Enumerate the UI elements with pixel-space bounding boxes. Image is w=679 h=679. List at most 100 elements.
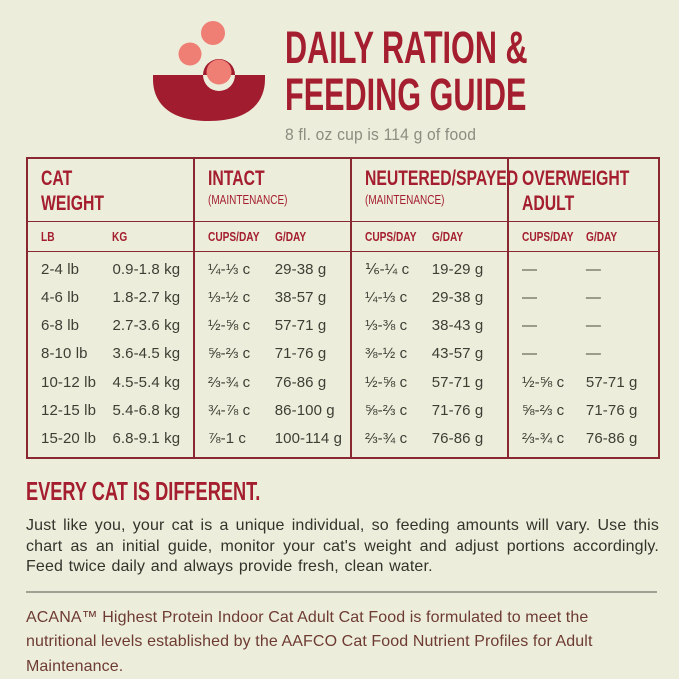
cell: 3.6-4.5 kg <box>112 345 181 363</box>
table-row: 8-10 lb 3.6-4.5 kg <box>28 340 193 368</box>
column-cat-weight: CAT WEIGHT LB KG 2-4 lb 0.9-1.8 kg 4-6 lb… <box>28 159 195 457</box>
cell: 71-76 g <box>431 402 484 420</box>
cell: 76-86 g <box>585 430 638 448</box>
column-header-intact: INTACT (MAINTENANCE) <box>195 159 350 222</box>
column-header-subline: (MAINTENANCE) <box>208 192 288 207</box>
cell: ⅙-¼ c <box>365 261 410 279</box>
feeding-table: CAT WEIGHT LB KG 2-4 lb 0.9-1.8 kg 4-6 lb… <box>26 157 660 459</box>
cell: 57-71 g <box>431 373 484 391</box>
column-neutered-spayed: NEUTERED/SPAYED (MAINTENANCE) CUPS/DAY G… <box>352 159 519 457</box>
subheader-cups-day: CUPS/DAY <box>522 229 574 244</box>
column-header-line: NEUTERED/SPAYED <box>365 167 519 190</box>
footer: EVERY CAT IS DIFFERENT. Just like you, y… <box>26 478 659 679</box>
food-bowl-icon <box>153 21 265 121</box>
cell: — <box>585 288 602 306</box>
kibble-icon <box>206 59 232 85</box>
cell: 1.8-2.7 kg <box>112 288 181 306</box>
cell: ⅝-⅔ c <box>365 402 408 420</box>
column-intact: INTACT (MAINTENANCE) CUPS/DAY G/DAY ¼-⅓ … <box>195 159 352 457</box>
table-row: ½-⅝ c 57-71 g <box>509 368 658 396</box>
column-header-line: OVERWEIGHT <box>522 167 630 190</box>
column-header-cat-weight: CAT WEIGHT <box>28 159 193 222</box>
table-row: 10-12 lb 4.5-5.4 kg <box>28 368 193 396</box>
table-row: ⅝-⅔ c 71-76 g <box>509 396 658 424</box>
cell: 8-10 lb <box>41 345 88 363</box>
cell: 57-71 g <box>585 373 638 391</box>
footer-heading: EVERY CAT IS DIFFERENT. <box>26 476 261 506</box>
table-row: 2-4 lb 0.9-1.8 kg <box>28 255 193 283</box>
cell: ⅔-¾ c <box>365 430 408 448</box>
table-row: ⅓-½ c 38-57 g <box>195 283 350 311</box>
cell: 29-38 g <box>274 260 327 278</box>
table-row: — — <box>509 255 658 283</box>
cell: ½-⅝ c <box>522 373 565 391</box>
cell: ½-⅝ c <box>365 373 408 391</box>
cell: — <box>522 345 538 363</box>
table-row: ⅙-¼ c 19-29 g <box>352 255 507 283</box>
table-row: ⅝-⅔ c 71-76 g <box>352 396 507 424</box>
subheader-lb: LB <box>41 229 55 244</box>
cell: — <box>522 288 538 306</box>
table-row: ⅔-¾ c 76-86 g <box>509 425 658 453</box>
cell: 6-8 lb <box>41 317 80 335</box>
table-row: ⅔-¾ c 76-86 g <box>352 425 507 453</box>
cell: ⅝-⅔ c <box>522 402 565 420</box>
cell: ¼-⅓ c <box>208 260 251 278</box>
title-block: DAILY RATION & FEEDING GUIDE 8 fl. oz cu… <box>285 20 642 145</box>
table-row: 12-15 lb 5.4-6.8 kg <box>28 396 193 424</box>
column-body: 2-4 lb 0.9-1.8 kg 4-6 lb 1.8-2.7 kg 6-8 lb… <box>28 252 193 457</box>
cell: 10-12 lb <box>41 373 97 391</box>
subheader-row: CUPS/DAY G/DAY <box>195 222 350 252</box>
table-row: 15-20 lb 6.8-9.1 kg <box>28 425 193 453</box>
header: DAILY RATION & FEEDING GUIDE 8 fl. oz cu… <box>153 20 642 145</box>
cell: ⅓-⅜ c <box>365 317 408 335</box>
cell: 71-76 g <box>585 402 638 420</box>
table-row: ⅝-⅔ c 71-76 g <box>195 340 350 368</box>
column-header-line: CAT <box>41 167 73 190</box>
table-row: ¼-⅓ c 29-38 g <box>195 255 350 283</box>
subheader-row: CUPS/DAY G/DAY <box>352 222 507 252</box>
cell: 0.9-1.8 kg <box>112 260 181 278</box>
subheader-kg: KG <box>112 229 128 244</box>
kibble-icon <box>178 42 202 66</box>
title-line-2: FEEDING GUIDE <box>285 69 527 120</box>
column-body: ⅙-¼ c 19-29 g ¼-⅓ c 29-38 g ⅓-⅜ c 38-43 g ⅜… <box>352 252 507 457</box>
column-body: ¼-⅓ c 29-38 g ⅓-½ c 38-57 g ½-⅝ c 57-71 g ⅝… <box>195 252 350 457</box>
cell: 12-15 lb <box>41 402 97 420</box>
subheader-row: CUPS/DAY G/DAY <box>509 222 658 252</box>
column-header-overweight-adult: OVERWEIGHT ADULT <box>509 159 658 222</box>
cell: — <box>585 317 602 335</box>
cell: ⅝-⅔ c <box>208 345 251 363</box>
column-header-line: WEIGHT <box>41 191 104 215</box>
cell: — <box>585 345 602 363</box>
cell: 5.4-6.8 kg <box>112 402 181 420</box>
cell: 29-38 g <box>431 288 484 306</box>
table-row: ¾-⅞ c 86-100 g <box>195 396 350 424</box>
table-row: ⅓-⅜ c 38-43 g <box>352 312 507 340</box>
cell: 4-6 lb <box>41 288 80 306</box>
cell: 4.5-5.4 kg <box>112 373 181 391</box>
column-header-line: ADULT <box>522 191 575 215</box>
kibble-icon <box>201 21 225 45</box>
cell: 71-76 g <box>274 345 327 363</box>
column-body: — — — — — — — — ½-⅝ c 57-71 g ⅝-⅔ c 71-76 g ⅔-… <box>509 252 658 457</box>
table-row: — — <box>509 312 658 340</box>
aafco-statement: ACANA™ Highest Protein Indoor Cat Adult … <box>26 608 593 675</box>
table-row: ½-⅝ c 57-71 g <box>352 368 507 396</box>
column-header-subline: (MAINTENANCE) <box>365 192 445 207</box>
cell: ⅓-½ c <box>208 288 251 306</box>
cell: ⅔-¾ c <box>522 430 565 448</box>
cell: 38-43 g <box>431 317 484 335</box>
cell: 100-114 g <box>274 430 343 448</box>
cell: 43-57 g <box>431 345 484 363</box>
subheader-cups-day: CUPS/DAY <box>208 229 260 244</box>
cell: 57-71 g <box>274 317 327 335</box>
cell: 6.8-9.1 kg <box>112 430 181 448</box>
cell: — <box>585 260 602 278</box>
title-line-1: DAILY RATION & <box>285 22 528 73</box>
cell: 76-86 g <box>274 373 327 391</box>
table-row: ⅔-¾ c 76-86 g <box>195 368 350 396</box>
cell: 38-57 g <box>274 288 327 306</box>
table-row: ¼-⅓ c 29-38 g <box>352 283 507 311</box>
